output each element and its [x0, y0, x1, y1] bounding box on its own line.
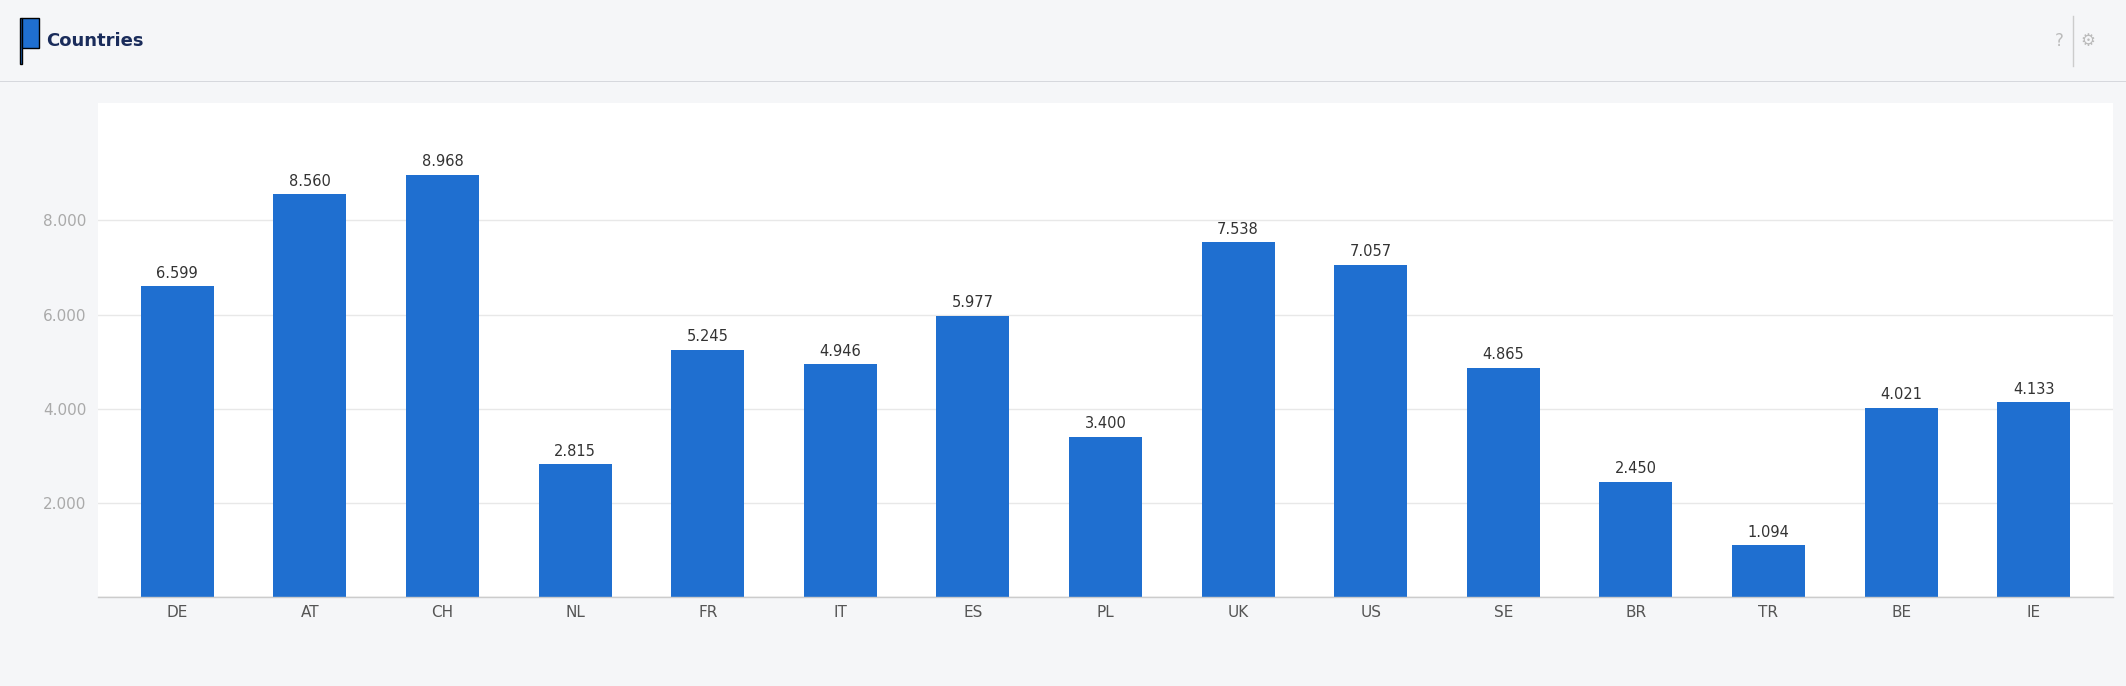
Bar: [804, 364, 876, 597]
Text: Countries: Countries: [47, 32, 142, 50]
FancyBboxPatch shape: [21, 18, 38, 48]
Bar: [406, 175, 478, 597]
Text: 4.133: 4.133: [2013, 381, 2054, 397]
Text: 8.560: 8.560: [289, 174, 332, 189]
Bar: [1996, 403, 2071, 597]
Bar: [538, 464, 612, 597]
Text: 2.815: 2.815: [555, 444, 595, 459]
Bar: [1865, 407, 1937, 597]
Text: 6.599: 6.599: [157, 265, 198, 281]
Text: ⚙: ⚙: [2081, 32, 2094, 50]
Text: 4.865: 4.865: [1482, 347, 1524, 362]
Text: 3.400: 3.400: [1084, 416, 1127, 431]
Text: 1.094: 1.094: [1748, 525, 1790, 540]
Bar: [1201, 242, 1276, 597]
Bar: [140, 286, 215, 597]
Text: 5.977: 5.977: [952, 295, 995, 310]
Text: 2.450: 2.450: [1616, 461, 1656, 476]
Bar: [1733, 545, 1805, 597]
Text: 4.021: 4.021: [1879, 387, 1922, 402]
Bar: [1069, 437, 1142, 597]
Text: 7.538: 7.538: [1218, 222, 1259, 237]
Bar: [935, 316, 1010, 597]
Bar: [1599, 482, 1673, 597]
Text: 5.245: 5.245: [687, 329, 729, 344]
Bar: [1335, 265, 1407, 597]
Text: ?: ?: [2054, 32, 2064, 50]
Bar: [672, 350, 744, 597]
Text: 7.057: 7.057: [1350, 244, 1393, 259]
Bar: [274, 194, 347, 597]
Bar: [1467, 368, 1539, 597]
Text: 4.946: 4.946: [819, 344, 861, 359]
Text: 8.968: 8.968: [421, 154, 463, 169]
